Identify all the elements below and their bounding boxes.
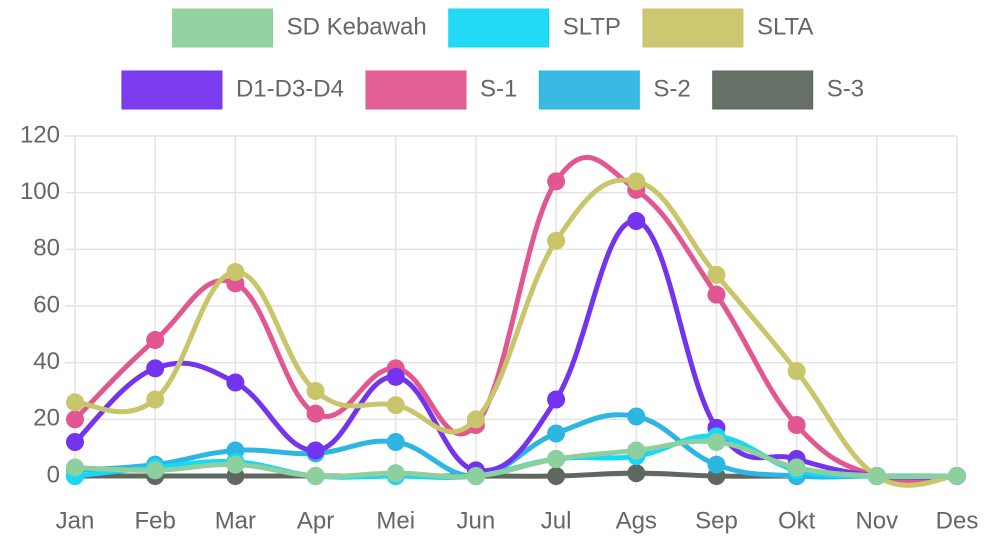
x-tick-label: Sep	[695, 507, 738, 534]
y-tick-label: 120	[20, 121, 60, 148]
legend-label: SLTP	[563, 13, 621, 40]
legend-swatch	[448, 8, 550, 48]
legend-item: SLTA	[642, 8, 813, 48]
legend-label: S-3	[827, 75, 864, 102]
data-point	[787, 416, 806, 434]
data-point	[306, 382, 325, 400]
legend-label: S-2	[653, 75, 690, 102]
data-point	[226, 455, 245, 474]
data-point	[66, 393, 84, 412]
x-tick-label: Jul	[541, 507, 572, 534]
data-point	[146, 359, 165, 378]
x-tick-label: Apr	[297, 507, 334, 534]
data-point	[627, 464, 646, 483]
data-point	[386, 396, 405, 415]
data-point	[707, 285, 726, 304]
data-point	[466, 467, 485, 485]
legend-swatch	[538, 70, 640, 110]
data-point	[146, 331, 165, 349]
legend-item: D1-D3-D4	[121, 70, 344, 110]
data-point	[627, 212, 646, 230]
data-point	[386, 367, 405, 386]
x-tick-label: Des	[936, 507, 979, 534]
y-tick-label: 20	[33, 405, 60, 432]
data-point	[547, 172, 566, 191]
data-point	[306, 404, 325, 423]
data-point	[146, 390, 165, 409]
x-tick-label: Nov	[855, 507, 898, 534]
data-point	[627, 172, 646, 191]
series-line	[72, 155, 960, 483]
data-point	[66, 433, 84, 451]
data-point	[547, 424, 566, 443]
data-point	[787, 458, 806, 477]
legend-swatch	[121, 70, 223, 110]
x-tick-label: Feb	[135, 507, 176, 534]
legend-item: SLTP	[448, 8, 621, 48]
x-tick-label: Mei	[376, 507, 415, 534]
series-line	[72, 177, 960, 488]
data-point	[466, 410, 485, 429]
legend-item: S-1	[365, 70, 517, 110]
y-tick-label: 60	[33, 291, 60, 318]
legend-swatch	[642, 8, 744, 48]
legend-label: D1-D3-D4	[236, 75, 344, 102]
y-tick-label: 40	[33, 348, 60, 375]
data-point	[226, 373, 245, 392]
data-point	[306, 441, 325, 460]
series-line	[72, 218, 960, 481]
data-point	[627, 407, 646, 426]
legend-swatch	[365, 70, 467, 110]
data-point	[306, 467, 325, 485]
data-point	[707, 455, 726, 474]
legend-item: S-3	[712, 70, 864, 110]
legend-item: S-2	[538, 70, 691, 110]
data-point	[707, 433, 726, 451]
data-point	[66, 410, 84, 429]
data-point	[66, 458, 84, 477]
legend-swatch	[712, 70, 814, 110]
data-point	[547, 467, 566, 485]
x-tick-label: Mar	[215, 507, 256, 534]
y-tick-label: 100	[20, 178, 60, 205]
legend-label: SLTA	[757, 13, 813, 40]
data-point	[867, 467, 886, 485]
data-point	[547, 390, 566, 409]
data-point	[707, 265, 726, 284]
data-point	[386, 464, 405, 483]
data-point	[948, 467, 966, 485]
legend-item: SD Kebawah	[172, 8, 427, 48]
legend-swatch	[172, 8, 274, 48]
data-point	[787, 362, 806, 381]
y-tick-label: 0	[47, 461, 60, 488]
x-tick-label: Ags	[616, 507, 657, 534]
x-tick-label: Jun	[457, 507, 496, 534]
x-tick-label: Okt	[778, 507, 816, 534]
legend-label: SD Kebawah	[287, 13, 427, 40]
data-point	[386, 433, 405, 451]
data-point	[547, 450, 566, 468]
data-point	[547, 231, 566, 250]
data-point	[146, 461, 165, 480]
x-tick-label: Jan	[56, 507, 95, 534]
data-point	[226, 263, 245, 281]
data-point	[627, 441, 646, 460]
y-tick-label: 80	[33, 235, 60, 262]
legend-label: S-1	[480, 75, 517, 102]
